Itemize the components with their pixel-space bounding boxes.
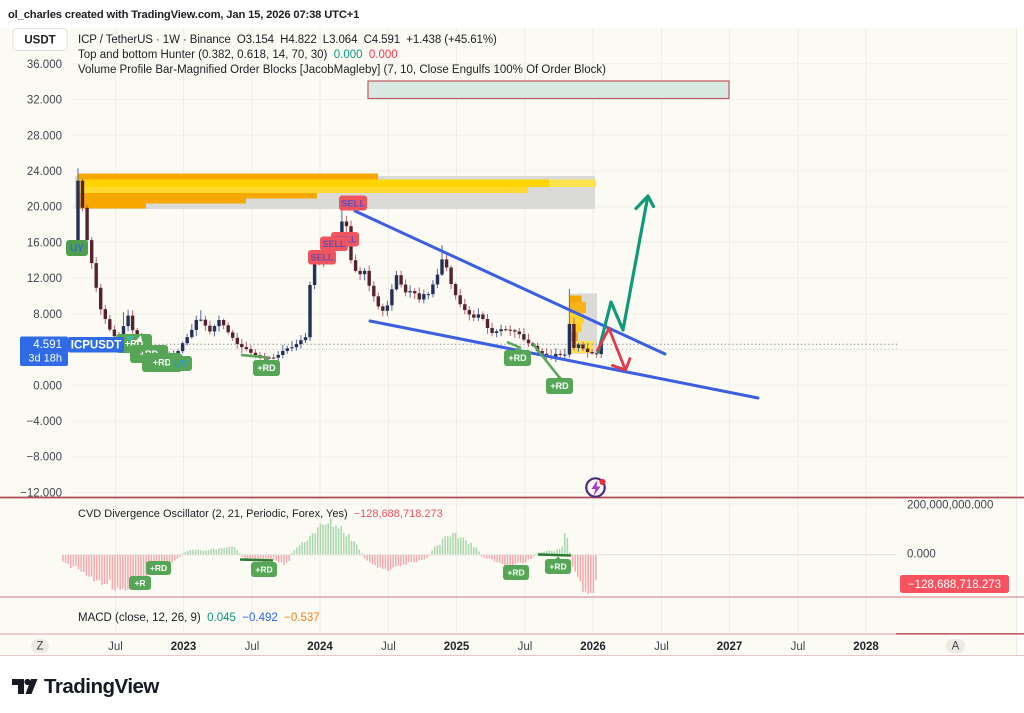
svg-text:+RD: +RD (549, 562, 566, 572)
svg-text:Z: Z (36, 641, 43, 653)
svg-text:Top and bottom Hunter (0.382,: Top and bottom Hunter (0.382, 0.618, 14,… (78, 49, 398, 61)
svg-text:+RD: +RD (153, 358, 172, 368)
svg-text:UY: UY (70, 244, 84, 255)
svg-text:+RD: +RD (508, 353, 527, 363)
svg-text:+RD: +RD (125, 339, 144, 349)
svg-text:Jul: Jul (654, 641, 669, 653)
svg-text:Jul: Jul (518, 641, 533, 653)
svg-text:CVD Divergence Oscillator (2,: CVD Divergence Oscillator (2, 21, Period… (78, 508, 443, 520)
svg-text:−128,688,718.273: −128,688,718.273 (908, 579, 1001, 591)
svg-text:0.000: 0.000 (33, 380, 62, 392)
svg-text:USDT: USDT (24, 35, 55, 47)
svg-text:20.000: 20.000 (27, 202, 62, 214)
svg-text:Jul: Jul (791, 641, 806, 653)
svg-text:28.000: 28.000 (27, 130, 62, 142)
svg-text:Jul: Jul (245, 641, 260, 653)
svg-text:36.000: 36.000 (27, 59, 62, 71)
svg-text:TradingView: TradingView (44, 675, 159, 698)
svg-text:8.000: 8.000 (33, 309, 62, 321)
svg-text:12.000: 12.000 (27, 273, 62, 285)
svg-text:ICPUSDT: ICPUSDT (71, 340, 121, 352)
svg-text:2024: 2024 (307, 641, 333, 653)
svg-text:+RD: +RD (550, 381, 569, 391)
svg-text:4.591: 4.591 (33, 339, 62, 351)
svg-text:200,000,000.000: 200,000,000.000 (907, 500, 993, 512)
svg-text:2026: 2026 (580, 641, 606, 653)
svg-text:SELL: SELL (310, 252, 334, 262)
svg-text:2027: 2027 (717, 641, 743, 653)
svg-text:+RD: +RD (257, 363, 276, 373)
svg-text:+RD: +RD (150, 563, 167, 573)
svg-text:3d 18h: 3d 18h (28, 353, 62, 365)
svg-text:2025: 2025 (444, 641, 470, 653)
svg-text:2028: 2028 (853, 641, 879, 653)
svg-text:+RD: +RD (255, 565, 272, 575)
svg-text:Volume Profile Bar-Magnified O: Volume Profile Bar-Magnified Order Block… (78, 64, 606, 76)
svg-text:0.000: 0.000 (907, 549, 936, 561)
svg-text:16.000: 16.000 (27, 237, 62, 249)
svg-text:−12.000: −12.000 (20, 488, 62, 500)
svg-text:UY: UY (174, 359, 188, 370)
svg-text:2023: 2023 (171, 641, 197, 653)
svg-text:32.000: 32.000 (27, 95, 62, 107)
svg-text:ol_charles created with Tradin: ol_charles created with TradingView.com,… (8, 9, 359, 21)
svg-text:+R: +R (134, 578, 145, 588)
svg-text:Jul: Jul (108, 641, 123, 653)
svg-text:+RD: +RD (507, 568, 524, 578)
svg-text:ICP / TetherUS · 1W · Binance: ICP / TetherUS · 1W · Binance O3.154 H4.… (78, 34, 497, 46)
svg-text:SELL: SELL (322, 239, 346, 249)
svg-text:−8.000: −8.000 (27, 452, 63, 464)
svg-text:SELL: SELL (341, 198, 365, 209)
svg-text:MACD (close, 12, 26, 9) 0.045: MACD (close, 12, 26, 9) 0.045 −0.492 −0.… (78, 612, 320, 624)
svg-text:A: A (952, 641, 960, 653)
svg-text:Jul: Jul (381, 641, 396, 653)
svg-text:−4.000: −4.000 (27, 416, 63, 428)
svg-text:24.000: 24.000 (27, 166, 62, 178)
